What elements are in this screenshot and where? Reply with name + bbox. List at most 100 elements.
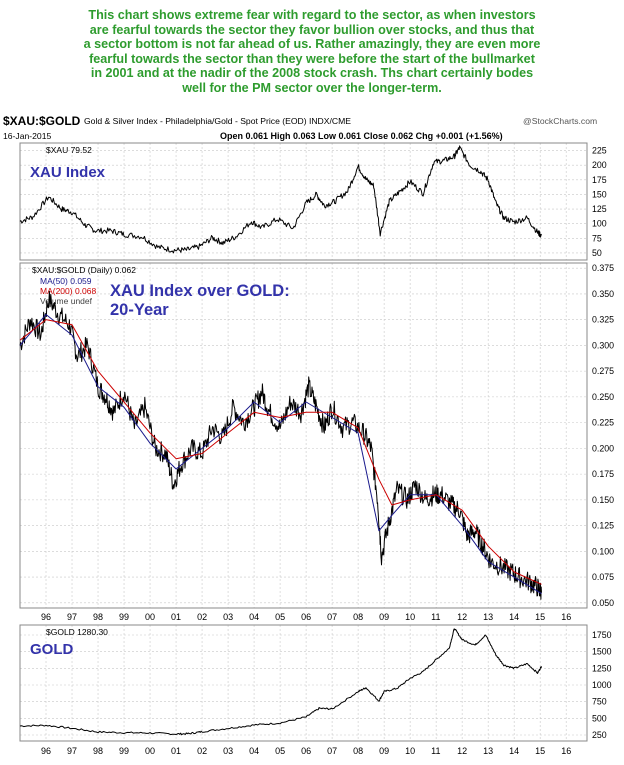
- y-tick-label: 750: [592, 697, 607, 707]
- y-tick-label: 0.050: [592, 598, 614, 608]
- ohlc-readout: Open 0.061 High 0.063 Low 0.061 Close 0.…: [220, 131, 503, 141]
- x-tick-label: 14: [509, 612, 519, 622]
- x-tick-label: 08: [353, 612, 363, 622]
- y-tick-label: 0.075: [592, 572, 614, 582]
- y-tick-label: 225: [592, 146, 607, 156]
- chart-description: Gold & Silver Index - Philadelphia/Gold …: [84, 116, 351, 126]
- gold-price-line: [19, 628, 542, 736]
- y-tick-label: 0.200: [592, 443, 614, 453]
- x-tick-label: 10: [405, 746, 415, 756]
- x-tick-label: 16: [561, 746, 571, 756]
- ratio-grid: [20, 263, 587, 608]
- x-tick-label: 14: [509, 746, 519, 756]
- x-tick-label: 05: [275, 612, 285, 622]
- commentary-line: well for the PM sector over the longer-t…: [182, 80, 442, 95]
- y-tick-label: 0.125: [592, 521, 614, 531]
- gold-legend: $GOLD 1280.30: [46, 627, 108, 637]
- xau-annotation: XAU Index: [30, 164, 106, 181]
- y-tick-label: 0.100: [592, 546, 614, 556]
- y-tick-label: 0.225: [592, 418, 614, 428]
- x-tick-label: 16: [561, 612, 571, 622]
- x-tick-label: 97: [67, 612, 77, 622]
- y-tick-label: 50: [592, 248, 602, 258]
- x-tick-label: 06: [301, 612, 311, 622]
- x-tick-label: 15: [535, 746, 545, 756]
- x-tick-label: 01: [171, 746, 181, 756]
- x-tick-label: 01: [171, 612, 181, 622]
- ma50-line: [19, 314, 542, 595]
- x-tick-label: 99: [119, 612, 129, 622]
- volume-legend: Volume undef: [40, 296, 93, 306]
- y-tick-label: 100: [592, 219, 607, 229]
- xau-panel-frame: [19, 142, 588, 261]
- y-tick-label: 0.350: [592, 289, 614, 299]
- x-tick-label: 00: [145, 746, 155, 756]
- gold-panel-frame: [19, 624, 588, 742]
- x-tick-label: 13: [483, 746, 493, 756]
- xau-price-line: [19, 145, 542, 254]
- y-tick-label: 150: [592, 189, 607, 199]
- x-tick-label: 03: [223, 746, 233, 756]
- x-tick-label: 11: [431, 612, 440, 622]
- y-tick-label: 1000: [592, 680, 612, 690]
- xau-panel: $XAU 79.52 XAU Index 225 200 175 150 125 100 7…: [19, 142, 607, 261]
- gold-panel: $GOLD 1280.30 GOLD 1750 1500 1250 1000 750 50…: [19, 624, 612, 742]
- y-tick-label: 0.300: [592, 340, 614, 350]
- y-tick-label: 0.375: [592, 263, 614, 273]
- ma200-legend: MA(200) 0.068: [40, 286, 96, 296]
- y-tick-label: 0.325: [592, 315, 614, 325]
- x-tick-label: 05: [275, 746, 285, 756]
- x-tick-label: 98: [93, 746, 103, 756]
- x-tick-label: 08: [353, 746, 363, 756]
- y-tick-label: 1750: [592, 630, 612, 640]
- y-tick-label: 200: [592, 160, 607, 170]
- y-tick-label: 1250: [592, 663, 612, 673]
- y-tick-label: 125: [592, 204, 607, 214]
- x-tick-label: 96: [41, 746, 51, 756]
- ratio-price-line: [19, 290, 542, 600]
- gold-annotation: GOLD: [30, 641, 73, 658]
- x-tick-label: 07: [327, 746, 337, 756]
- commentary-line: in 2001 and at the nadir of the 2008 sto…: [90, 66, 534, 81]
- y-tick-label: 250: [592, 730, 607, 740]
- x-tick-label: 02: [197, 612, 207, 622]
- ratio-panel: $XAU:$GOLD (Daily) 0.062 MA(50) 0.059 MA…: [19, 262, 614, 609]
- x-tick-label: 12: [457, 746, 467, 756]
- xau-grid: [20, 143, 587, 260]
- commentary-line: a sector bottom is not far ahead of us. …: [83, 37, 541, 52]
- x-tick-label: 99: [119, 746, 129, 756]
- ratio-annotation-line-1: XAU Index over GOLD:: [110, 282, 290, 300]
- watermark: @StockCharts.com: [523, 116, 598, 126]
- x-tick-label: 04: [249, 612, 259, 622]
- x-tick-label: 15: [535, 612, 545, 622]
- x-tick-label: 00: [145, 612, 155, 622]
- ratio-annotation-line-2: 20-Year: [110, 301, 169, 319]
- y-tick-label: 500: [592, 713, 607, 723]
- ma50-legend: MA(50) 0.059: [40, 276, 92, 286]
- xau-legend: $XAU 79.52: [46, 145, 92, 155]
- x-tick-label: 96: [41, 612, 51, 622]
- chart-commentary: This chart shows extreme fear with regar…: [30, 8, 594, 96]
- commentary-line: This chart shows extreme fear with regar…: [88, 8, 536, 22]
- x-tick-label: 02: [197, 746, 207, 756]
- chart-date: 16-Jan-2015: [3, 131, 52, 141]
- x-tick-label: 04: [249, 746, 259, 756]
- y-tick-label: 1500: [592, 647, 612, 657]
- x-tick-label: 10: [405, 612, 415, 622]
- x-tick-label: 12: [457, 612, 467, 622]
- chart-symbol: $XAU:$GOLD: [3, 114, 81, 128]
- y-tick-label: 0.275: [592, 366, 614, 376]
- gold-grid: [20, 625, 587, 741]
- y-tick-label: 0.150: [592, 495, 614, 505]
- x-tick-label: 11: [431, 746, 440, 756]
- x-tick-label: 98: [93, 612, 103, 622]
- commentary-line: are fearful towards the sector they favo…: [89, 22, 535, 37]
- commentary-line: fearful towards the sector than they wer…: [89, 51, 535, 66]
- x-tick-label: 09: [379, 612, 389, 622]
- x-tick-label: 97: [67, 746, 77, 756]
- y-tick-label: 175: [592, 175, 607, 185]
- x-tick-label: 07: [327, 612, 337, 622]
- y-tick-label: 0.250: [592, 392, 614, 402]
- x-tick-label: 13: [483, 612, 493, 622]
